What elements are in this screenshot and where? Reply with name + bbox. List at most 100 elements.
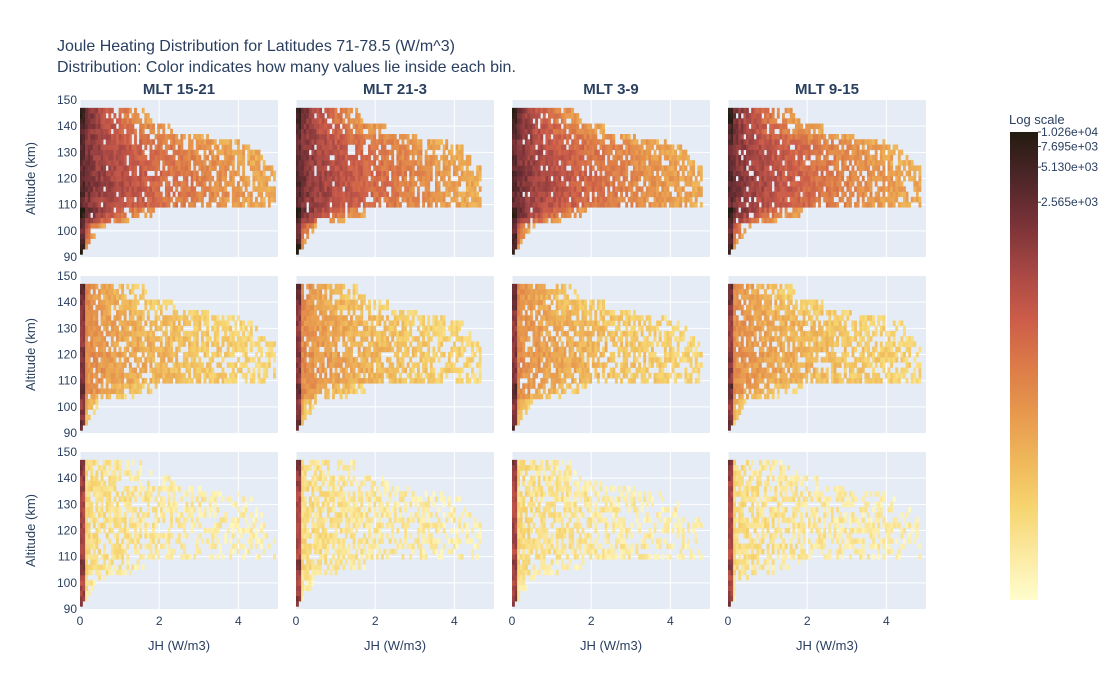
heatmap-cell xyxy=(581,196,585,203)
heatmap-cell xyxy=(635,196,639,203)
heatmap-cell xyxy=(182,160,186,166)
heatmap-cell xyxy=(198,372,202,379)
heatmap-cell xyxy=(355,160,359,166)
heatmap-cell xyxy=(663,149,667,156)
heatmap-cell xyxy=(807,181,811,187)
heatmap-cell xyxy=(391,202,395,208)
heatmap-cell xyxy=(90,383,94,389)
heatmap-cell xyxy=(213,191,217,198)
heatmap-cell xyxy=(576,202,580,208)
heatmap-cell xyxy=(87,367,91,374)
heatmap-cell xyxy=(110,134,114,140)
heatmap-cell xyxy=(208,160,212,166)
heatmap-cell xyxy=(748,202,752,208)
heatmap-cell xyxy=(113,154,117,161)
heatmap-cell xyxy=(244,346,248,353)
heatmap-cell xyxy=(82,419,86,426)
heatmap-cell xyxy=(542,191,546,198)
heatmap-cell xyxy=(229,154,233,161)
heatmap-cell xyxy=(80,425,83,431)
heatmap-cell xyxy=(512,128,515,135)
heatmap-cell xyxy=(157,325,161,332)
heatmap-cell xyxy=(391,139,395,145)
heatmap-cell xyxy=(270,170,274,177)
heatmap-cell xyxy=(578,134,582,140)
heatmap-cell xyxy=(128,118,132,124)
heatmap-cell xyxy=(512,170,515,177)
heatmap-cell xyxy=(776,175,780,182)
heatmap-cell xyxy=(159,336,163,342)
heatmap-cell xyxy=(80,191,83,198)
heatmap-cell xyxy=(560,144,564,151)
heatmap-cell xyxy=(262,378,266,384)
heatmap-cell xyxy=(586,191,590,198)
heatmap-cell xyxy=(177,341,181,347)
heatmap-cell xyxy=(95,383,99,389)
heatmap-cell xyxy=(833,144,837,151)
heatmap-cell xyxy=(162,170,166,177)
heatmap-cell xyxy=(211,175,215,182)
heatmap-cell xyxy=(219,372,222,379)
heatmap-cell xyxy=(116,372,119,379)
heatmap-cell xyxy=(540,154,544,161)
heatmap-cell xyxy=(584,202,587,208)
heatmap-cell xyxy=(301,113,305,119)
heatmap-cell xyxy=(630,154,634,161)
heatmap-cell xyxy=(537,207,541,213)
heatmap-cell xyxy=(273,170,276,177)
heatmap-cell xyxy=(193,170,197,177)
heatmap-cell xyxy=(326,123,330,130)
heatmap-cell xyxy=(175,346,179,353)
heatmap-cell xyxy=(182,170,186,177)
heatmap-cell xyxy=(522,170,526,177)
heatmap-cell xyxy=(514,186,518,192)
heatmap-cell xyxy=(679,154,683,161)
heatmap-cell xyxy=(854,186,857,192)
heatmap-cell xyxy=(231,186,235,192)
heatmap-cell xyxy=(128,165,132,171)
heatmap-cell xyxy=(810,134,814,140)
heatmap-cell xyxy=(239,154,243,161)
heatmap-cell xyxy=(149,351,153,358)
heatmap-cell xyxy=(530,212,533,219)
heatmap-cell xyxy=(751,128,755,135)
heatmap-cell xyxy=(123,336,127,342)
heatmap-cell xyxy=(306,196,310,203)
heatmap-cell xyxy=(149,149,153,156)
heatmap-cell xyxy=(753,154,757,161)
heatmap-cell xyxy=(355,207,359,213)
heatmap-cell xyxy=(360,170,364,177)
heatmap-cell xyxy=(638,165,641,171)
heatmap-cell xyxy=(126,325,130,332)
heatmap-cell xyxy=(645,191,649,198)
heatmap-cell xyxy=(298,165,302,171)
heatmap-cell xyxy=(172,134,176,140)
heatmap-cell xyxy=(170,170,173,177)
heatmap-cell xyxy=(182,378,186,384)
heatmap-cell xyxy=(350,134,353,140)
heatmap-cell xyxy=(398,165,402,171)
heatmap-cell xyxy=(746,113,749,119)
heatmap-cell xyxy=(751,144,755,151)
heatmap-cell xyxy=(157,128,161,135)
heatmap-cell xyxy=(103,175,107,182)
heatmap-cell xyxy=(141,175,145,182)
heatmap-cell xyxy=(848,170,852,177)
heatmap-cell xyxy=(782,202,785,208)
heatmap-cell xyxy=(316,175,320,182)
heatmap-cell xyxy=(445,154,449,161)
heatmap-cell xyxy=(476,165,480,171)
heatmap-cell xyxy=(424,160,428,166)
heatmap-cell xyxy=(465,160,469,166)
heatmap-cell xyxy=(766,212,770,219)
heatmap-cell xyxy=(306,181,310,187)
heatmap-cell xyxy=(216,341,220,347)
heatmap-cell xyxy=(532,128,536,135)
heatmap-cell xyxy=(368,144,371,151)
heatmap-cell xyxy=(195,320,199,327)
heatmap-cell xyxy=(830,149,834,156)
heatmap-cell xyxy=(157,144,161,151)
heatmap-cell xyxy=(159,144,163,151)
heatmap-cell xyxy=(735,207,739,213)
heatmap-cell xyxy=(571,160,575,166)
